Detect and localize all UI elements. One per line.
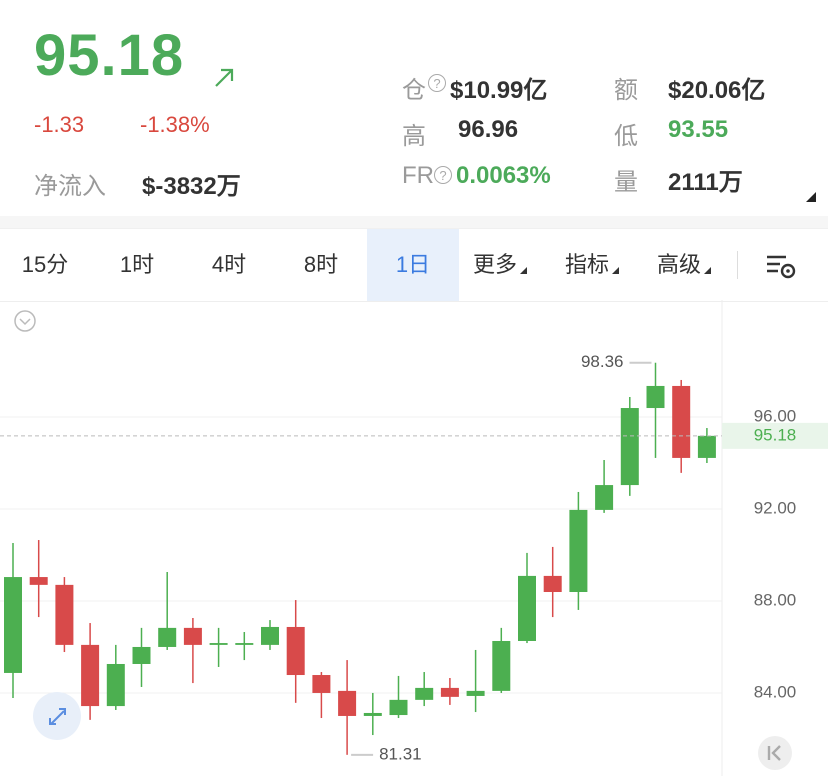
stat-label: 高 xyxy=(402,123,426,150)
candle-body xyxy=(595,485,614,510)
stat-label: 低 xyxy=(614,123,638,150)
scroll-latest-button[interactable] xyxy=(757,735,793,771)
candle-body xyxy=(235,643,254,645)
candle-body xyxy=(29,577,48,585)
net-inflow-value: $-3832万 xyxy=(142,173,241,200)
stat-label: 额 xyxy=(614,77,638,104)
candle-body xyxy=(415,687,434,700)
low-label: 81.31 xyxy=(379,744,422,763)
y-tick-label: 96.00 xyxy=(754,406,797,425)
candle-body xyxy=(81,644,100,707)
candle-body xyxy=(132,646,151,664)
candle-body xyxy=(518,575,536,641)
last-price-label: 95.18 xyxy=(754,425,797,444)
candle-body xyxy=(697,435,716,458)
candle-body xyxy=(55,584,74,645)
stat-value: 96.96 xyxy=(458,116,519,143)
tab-label: 高级 xyxy=(656,252,701,277)
tab[interactable]: 4时 xyxy=(183,229,275,301)
expand-corner[interactable] xyxy=(804,190,818,204)
stat-label: 仓 xyxy=(402,77,426,104)
help-icon: ? xyxy=(434,166,452,184)
stat-label: 量 xyxy=(614,169,638,196)
tab[interactable]: 8时 xyxy=(275,229,367,301)
tab-label: 更多 xyxy=(472,252,517,277)
candle-body xyxy=(646,385,665,409)
candle-body xyxy=(620,408,639,486)
dropdown-indicator xyxy=(520,267,527,274)
y-tick-label: 84.00 xyxy=(754,682,797,701)
collapse-icon[interactable] xyxy=(14,310,36,332)
stat-label: FR xyxy=(402,162,434,189)
tab-divider xyxy=(737,251,738,279)
trend-arrow xyxy=(215,68,234,87)
price-change: -1.33 xyxy=(34,112,85,137)
last-price-tag xyxy=(722,422,828,449)
stat-value: 93.55 xyxy=(668,116,729,143)
help-icon: ? xyxy=(428,74,446,92)
price-change-pct: -1.38% xyxy=(140,112,210,137)
stat-value: $20.06亿 xyxy=(668,77,766,104)
settings-icon[interactable] xyxy=(764,252,798,280)
last-price: 95.18 xyxy=(34,23,185,88)
net-inflow-label: 净流入 xyxy=(34,173,106,200)
candle-body xyxy=(338,690,357,716)
timeframe-tabs: 15分 1时 4时 8时 1日 更多 指标 高级 xyxy=(0,228,828,302)
tab-label: 8时 xyxy=(303,252,339,277)
tab[interactable]: 1时 xyxy=(91,229,183,301)
high-label: 98.36 xyxy=(581,352,624,371)
tab[interactable]: 15分 xyxy=(0,229,91,301)
fullscreen-button[interactable] xyxy=(31,690,83,742)
y-tick-label: 92.00 xyxy=(754,498,797,517)
candle-body xyxy=(209,643,228,645)
tab-label: 15分 xyxy=(21,252,69,277)
candle-body xyxy=(543,575,562,593)
candle-body xyxy=(158,627,177,647)
stat-value: 0.0063% xyxy=(456,162,551,189)
tab[interactable]: 更多 xyxy=(454,229,546,301)
tab-label: 1时 xyxy=(119,252,155,277)
candle-body xyxy=(312,675,331,693)
y-tick-label: 88.00 xyxy=(754,590,797,609)
tab-label: 1日 xyxy=(395,252,431,277)
dropdown-indicator xyxy=(704,267,711,274)
candle-body xyxy=(466,690,485,696)
candlestick-chart: 84.00 88.00 92.00 96.00 98.36 81.31 95.18 xyxy=(0,300,828,776)
candle-body xyxy=(363,712,382,716)
tab[interactable]: 指标 xyxy=(546,229,638,301)
stat-value: $10.99亿 xyxy=(450,77,548,104)
separator xyxy=(0,216,828,228)
candle-body xyxy=(106,663,125,707)
candle-body xyxy=(183,627,202,645)
candle-body xyxy=(4,577,22,673)
candle-body xyxy=(389,699,408,716)
candle-body xyxy=(261,626,279,645)
tab-label: 4时 xyxy=(211,252,247,277)
tab[interactable]: 1日 xyxy=(367,229,459,301)
candle-body xyxy=(672,385,691,458)
candle-body xyxy=(492,640,511,691)
dropdown-indicator xyxy=(612,267,619,274)
candle-body xyxy=(569,509,588,593)
tab-label: 指标 xyxy=(564,252,609,277)
tab[interactable]: 高级 xyxy=(638,229,730,301)
candle-body xyxy=(286,626,305,676)
stat-value: 2111万 xyxy=(668,169,743,196)
candle-body xyxy=(440,687,459,697)
